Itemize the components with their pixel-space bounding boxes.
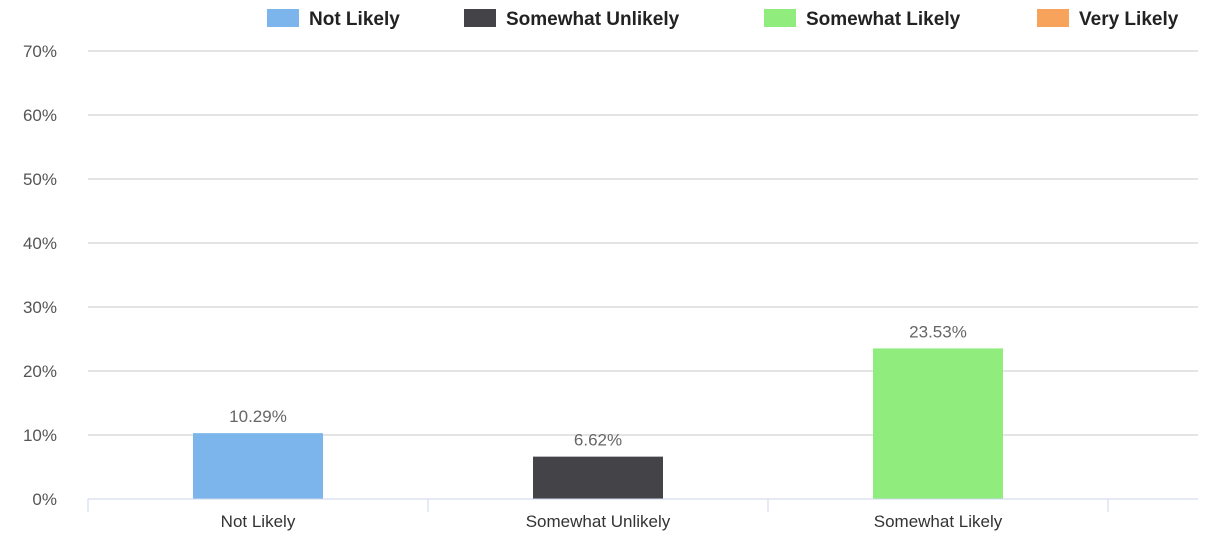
- legend-item[interactable]: Somewhat Likely: [764, 9, 961, 30]
- data-label: 6.62%: [574, 431, 622, 450]
- y-tick-label: 40%: [23, 234, 57, 253]
- legend-item[interactable]: Not Likely: [267, 9, 400, 30]
- bar[interactable]: [533, 456, 663, 499]
- legend-item[interactable]: Somewhat Unlikely: [464, 9, 680, 30]
- legend-label: Somewhat Likely: [806, 9, 961, 30]
- legend-swatch: [1037, 9, 1069, 27]
- legend-swatch: [464, 9, 496, 27]
- x-tick-label: Somewhat Unlikely: [526, 512, 671, 531]
- grid: [88, 50, 1198, 436]
- data-labels: 10.29% 6.62% 23.53%: [229, 322, 967, 449]
- axes: 0% 10% 20% 30% 40% 50% 60% 70% Not Likely Somewha…: [23, 42, 1198, 531]
- legend-swatch: [764, 9, 796, 27]
- y-tick-label: 50%: [23, 170, 57, 189]
- bars: [193, 348, 1003, 499]
- y-tick-label: 10%: [23, 426, 57, 445]
- legend-label: Very Likely: [1079, 9, 1179, 30]
- y-tick-label: 30%: [23, 298, 57, 317]
- y-tick-label: 0%: [32, 490, 57, 509]
- y-tick-label: 20%: [23, 362, 57, 381]
- y-tick-label: 60%: [23, 106, 57, 125]
- legend-label: Not Likely: [309, 9, 400, 30]
- x-tick-label: Not Likely: [221, 512, 296, 531]
- bar[interactable]: [873, 348, 1003, 499]
- y-tick-label: 70%: [23, 42, 57, 61]
- legend: Not Likely Somewhat Unlikely Somewhat Like…: [267, 9, 1179, 30]
- data-label: 10.29%: [229, 407, 287, 426]
- bar[interactable]: [193, 433, 323, 499]
- legend-label: Somewhat Unlikely: [506, 9, 680, 30]
- x-tick-label: Somewhat Likely: [874, 512, 1003, 531]
- legend-swatch: [267, 9, 299, 27]
- data-label: 23.53%: [909, 322, 967, 341]
- legend-item[interactable]: Very Likely: [1037, 9, 1179, 30]
